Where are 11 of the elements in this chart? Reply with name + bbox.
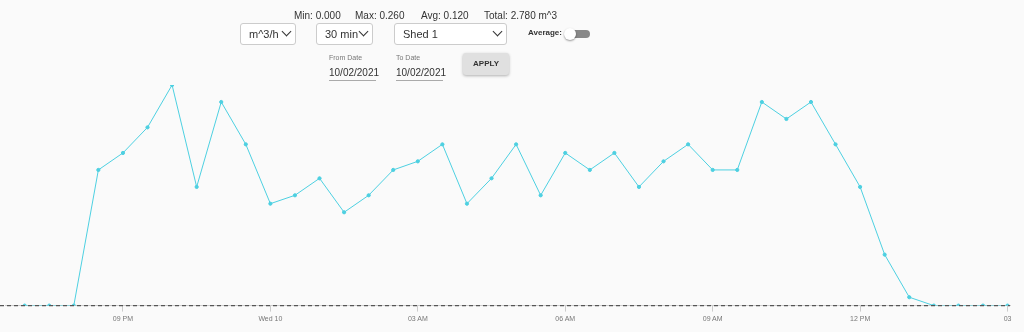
text: 10/02/2021 — [396, 67, 447, 80]
text: 30 min — [325, 28, 359, 40]
text: 10/02/2021 — [329, 67, 380, 80]
text: Average: — [528, 28, 562, 37]
text: APPLY — [463, 53, 509, 75]
text: m^3/h — [249, 28, 279, 40]
text: Total: 2.780 m^3 — [484, 10, 558, 21]
text: Max: 0.260 — [355, 10, 405, 21]
text: Shed 1 — [403, 28, 438, 40]
text: Min: 0.000 — [294, 10, 341, 21]
text: Avg: 0.120 — [421, 10, 469, 21]
